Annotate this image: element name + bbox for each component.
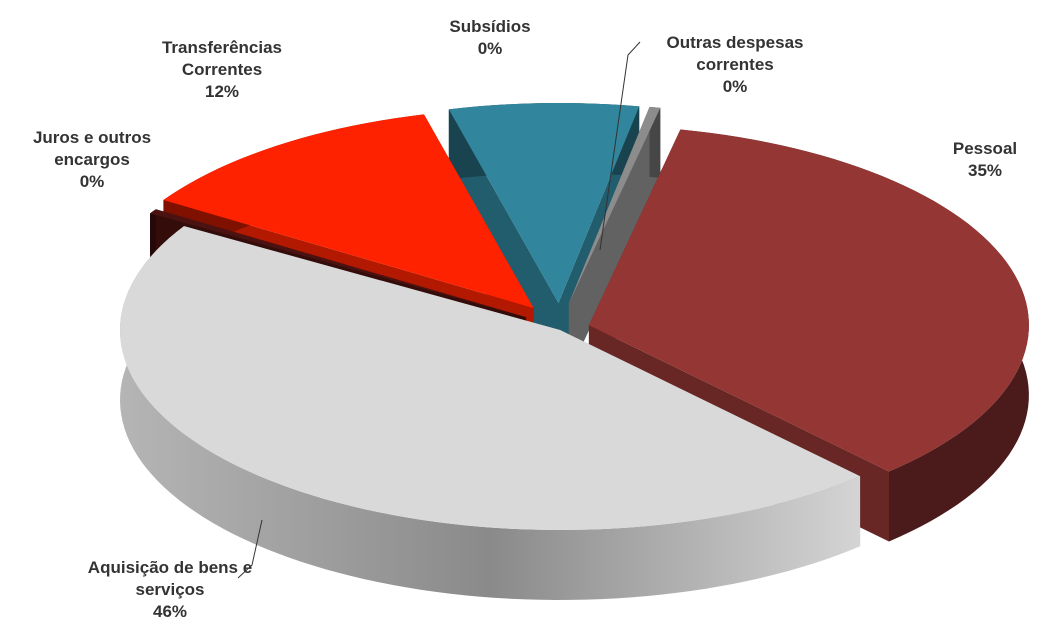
data-label: Subsídios 0% [435,16,545,60]
slice-wall [568,107,661,374]
leader-line [599,41,641,251]
slice-side [120,226,861,600]
value-label: 0% [477,39,503,58]
slice-top [120,226,861,530]
value-label: 0% [79,172,105,191]
slice-top [588,129,1029,472]
value-label: 35% [967,161,1003,180]
category-label: Subsídios [449,17,531,36]
value-label: 0% [722,77,748,96]
category-label: Transferências Correntes [161,38,282,79]
value-label: 12% [204,82,240,101]
leader-line [237,519,263,579]
category-label: Outras despesas correntes [666,33,804,74]
data-label: Outras despesas correntes 0% [635,32,835,98]
slice-top [150,209,527,318]
category-label: Juros e outros encargos [32,128,152,169]
category-label: Pessoal [952,139,1018,158]
pie-slice [568,106,661,374]
data-label: Pessoal 35% [925,138,1041,182]
data-label: Juros e outros encargos 0% [7,127,177,193]
slice-top [448,103,640,304]
pie-slice [120,226,861,600]
slice-top [568,106,661,304]
category-label: Aquisição de bens e serviços [87,558,253,599]
slice-top [163,114,534,309]
data-label: Aquisição de bens e serviços 46% [70,557,270,623]
data-label: Transferências Correntes 12% [137,37,307,103]
value-label: 46% [152,602,188,621]
